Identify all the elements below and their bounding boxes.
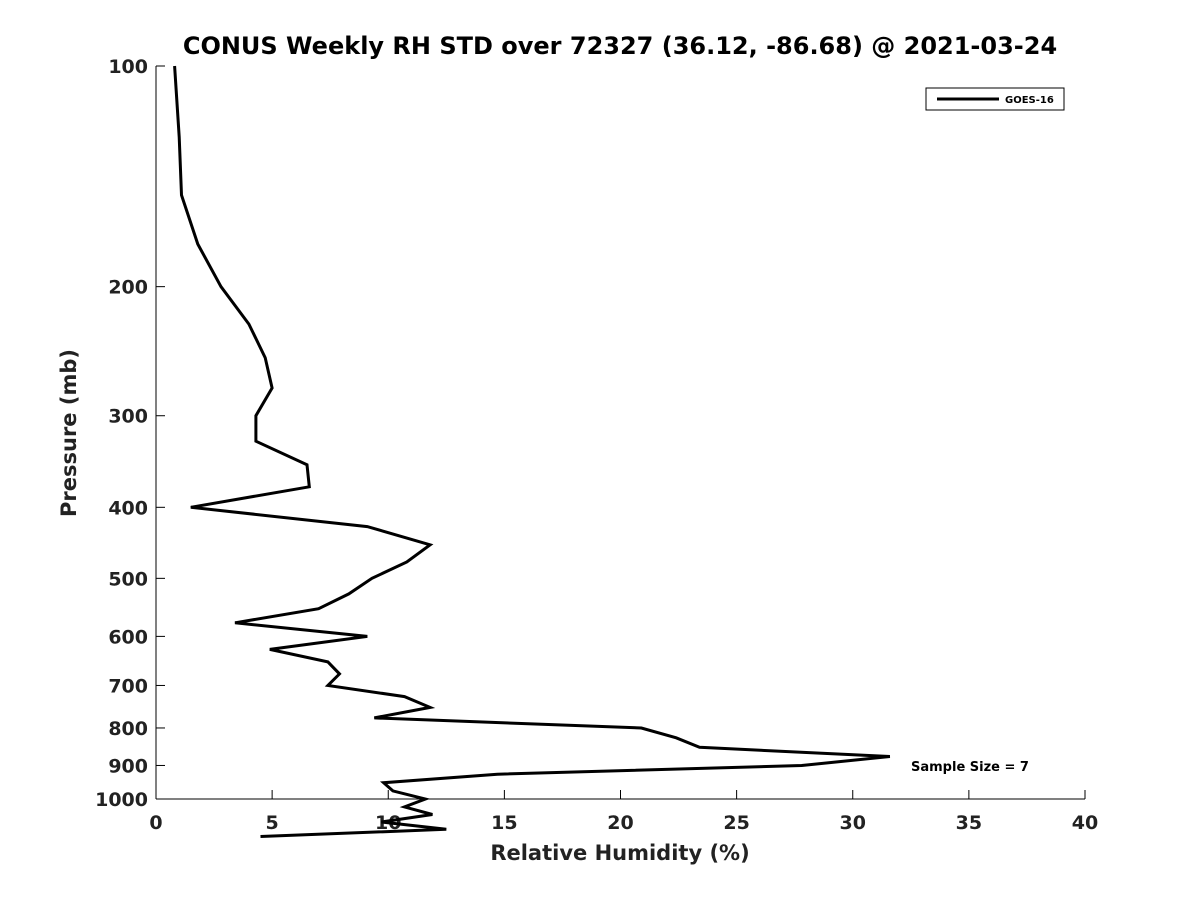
y-tick-label: 800 bbox=[108, 718, 148, 740]
y-tick-label: 100 bbox=[108, 56, 148, 78]
y-tick-label: 300 bbox=[108, 406, 148, 428]
y-axis-label: Pressure (mb) bbox=[57, 349, 81, 517]
x-tick-label: 40 bbox=[1072, 812, 1098, 834]
legend-label-goes-16: GOES-16 bbox=[1005, 95, 1054, 106]
y-tick-label: 500 bbox=[108, 568, 148, 590]
sample-size-annotation: Sample Size = 7 bbox=[911, 760, 1029, 775]
x-tick-label: 35 bbox=[956, 812, 982, 834]
x-tick-label: 0 bbox=[149, 812, 162, 834]
x-axis-ticks: 0 5 10 15 20 25 30 35 40 bbox=[149, 790, 1098, 834]
y-tick-label: 700 bbox=[108, 675, 148, 697]
y-tick-label: 400 bbox=[108, 497, 148, 519]
x-tick-label: 25 bbox=[723, 812, 749, 834]
x-tick-label: 15 bbox=[491, 812, 517, 834]
chart-title: CONUS Weekly RH STD over 72327 (36.12, -… bbox=[183, 32, 1057, 60]
x-tick-label: 30 bbox=[840, 812, 866, 834]
y-tick-label: 600 bbox=[108, 626, 148, 648]
x-axis-label: Relative Humidity (%) bbox=[490, 841, 749, 865]
x-tick-label: 20 bbox=[607, 812, 633, 834]
plot-area bbox=[155, 66, 1085, 800]
plot-frame bbox=[156, 66, 1085, 799]
legend: GOES-16 bbox=[925, 87, 1065, 111]
y-tick-label: 900 bbox=[108, 755, 148, 777]
series-line-goes-16 bbox=[173, 65, 891, 838]
x-tick-label: 5 bbox=[266, 812, 279, 834]
y-axis-ticks: 100 200 300 400 500 600 700 800 900 1000 bbox=[95, 56, 165, 811]
y-tick-label: 1000 bbox=[95, 789, 148, 811]
y-tick-label: 200 bbox=[108, 277, 148, 299]
series-layer bbox=[173, 65, 891, 838]
